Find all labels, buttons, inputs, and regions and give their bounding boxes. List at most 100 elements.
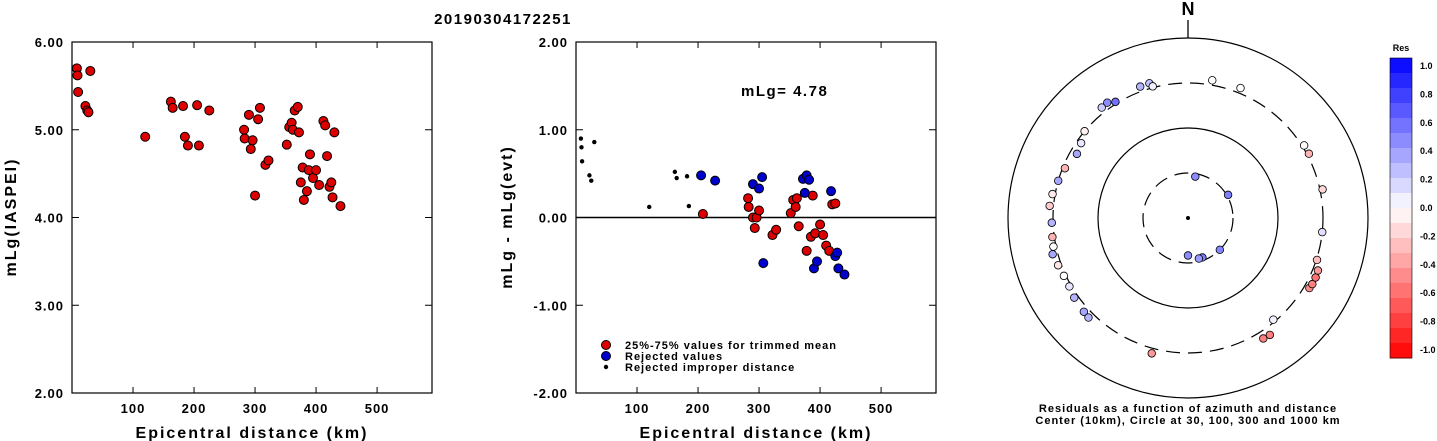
azimuth-point bbox=[1084, 313, 1093, 322]
improper-distance-point bbox=[579, 145, 584, 150]
colorbar-cell bbox=[1390, 118, 1412, 134]
residual-x-label: Epicentral distance (km) bbox=[640, 425, 873, 441]
azimuth-point bbox=[1236, 83, 1245, 93]
colorbar-tick-label: -0.6 bbox=[1420, 288, 1436, 298]
azimuth-point bbox=[1047, 218, 1056, 227]
improper-distance-point bbox=[578, 136, 584, 141]
legend-marker-rejected bbox=[601, 351, 611, 361]
azimuth-point bbox=[1183, 251, 1193, 260]
azimuth-point bbox=[1048, 250, 1057, 259]
rejected-point bbox=[826, 186, 837, 197]
azimuth-point bbox=[1072, 149, 1082, 159]
azimuth-point bbox=[1265, 330, 1275, 340]
trimmed-mean-point bbox=[743, 193, 754, 204]
improper-distance-point bbox=[686, 203, 692, 209]
magnitude-point bbox=[245, 144, 256, 155]
colorbar-cell bbox=[1390, 58, 1412, 74]
azimuth-point bbox=[1304, 149, 1314, 158]
magnitude-x-tick-label: 200 bbox=[182, 401, 207, 416]
improper-distance-point bbox=[647, 204, 652, 210]
magnitude-point bbox=[329, 127, 340, 138]
magnitude-x-tick-label: 100 bbox=[121, 401, 146, 416]
azimuth-point bbox=[1070, 293, 1079, 302]
colorbar-tick-label: -1.0 bbox=[1420, 345, 1436, 355]
magnitude-point bbox=[83, 107, 94, 118]
trimmed-mean-point bbox=[749, 223, 760, 234]
rejected-point bbox=[839, 269, 850, 280]
azimuth-point bbox=[1148, 82, 1157, 91]
azimuth-point bbox=[1147, 349, 1156, 358]
colorbar-cell bbox=[1390, 208, 1412, 224]
magnitude-point bbox=[322, 151, 333, 162]
colorbar-cell bbox=[1390, 268, 1412, 284]
trimmed-mean-point bbox=[815, 219, 826, 230]
azimuth-point bbox=[1048, 189, 1057, 199]
magnitude-point bbox=[304, 149, 315, 160]
colorbar-cell bbox=[1390, 343, 1412, 359]
ring-100km bbox=[1097, 127, 1279, 309]
trimmed-mean-point bbox=[754, 205, 765, 216]
colorbar-tick-label: 0.8 bbox=[1420, 89, 1433, 99]
magnitude-y-tick-label: 6.00 bbox=[35, 35, 64, 50]
colorbar-cell bbox=[1390, 133, 1412, 149]
azimuth-point bbox=[1313, 266, 1323, 275]
azimuth-point bbox=[1223, 190, 1233, 200]
azimuth-point bbox=[1111, 97, 1120, 107]
magnitude-point bbox=[72, 70, 83, 81]
azimuth-point bbox=[1054, 176, 1063, 185]
residual-y-tick-label: 0.00 bbox=[539, 211, 568, 226]
magnitude-point bbox=[320, 120, 331, 131]
magnitude-ticks: 100 200 300 400 500 2.00 3.00 4.00 5.00 6.00 bbox=[35, 35, 432, 416]
trimmed-mean-point bbox=[791, 193, 802, 204]
rejected-point bbox=[832, 247, 843, 258]
colorbar-cell bbox=[1390, 328, 1412, 344]
trimmed-mean-point bbox=[818, 230, 829, 241]
azimuth-panel: N Residuals as a function of azimuth and… bbox=[1007, 0, 1369, 427]
residual-y-tick-label: 1.00 bbox=[539, 123, 568, 138]
magnitude-point bbox=[254, 102, 265, 113]
ring-30km bbox=[1142, 172, 1234, 264]
colorbar-cell bbox=[1390, 253, 1412, 269]
colorbar-cell bbox=[1390, 313, 1412, 329]
legend-marker-improper bbox=[603, 364, 609, 370]
colorbar-cell bbox=[1390, 103, 1412, 119]
residual-y-tick-label: -2.00 bbox=[533, 386, 568, 401]
colorbar-cell bbox=[1390, 298, 1412, 314]
rejected-point bbox=[799, 187, 810, 198]
north-label: N bbox=[1182, 0, 1195, 19]
azimuth-point bbox=[1049, 242, 1058, 251]
magnitude-point bbox=[204, 105, 215, 116]
trimmed-mean-point bbox=[697, 208, 708, 219]
magnitude-point bbox=[247, 135, 258, 146]
residual-x-tick-label: 100 bbox=[625, 401, 650, 416]
magnitude-point bbox=[250, 190, 261, 201]
rejected-point bbox=[812, 256, 823, 267]
magnitude-point bbox=[253, 114, 264, 125]
azimuth-point bbox=[1060, 164, 1070, 173]
residual-x-tick-label: 500 bbox=[869, 401, 894, 416]
colorbar-cell bbox=[1390, 148, 1412, 164]
colorbar-tick-label: 0.6 bbox=[1420, 118, 1433, 128]
magnitude-point bbox=[335, 201, 346, 212]
improper-distance-point bbox=[674, 175, 679, 181]
magnitude-y-tick-label: 2.00 bbox=[35, 386, 64, 401]
legend: 25%-75% values for trimmed mean Rejected… bbox=[601, 340, 836, 374]
residual-points bbox=[578, 136, 850, 280]
rejected-point bbox=[710, 175, 721, 186]
magnitude-x-tick-label: 500 bbox=[365, 401, 390, 416]
magnitude-point bbox=[193, 140, 204, 151]
colorbar-cell bbox=[1390, 73, 1412, 89]
colorbar-title: Res bbox=[1393, 43, 1410, 53]
magnitude-panel: 100 200 300 400 500 2.00 3.00 4.00 5.00 6.00 Epic… bbox=[3, 35, 433, 441]
improper-distance-point bbox=[589, 178, 594, 183]
epicenter-marker bbox=[1186, 216, 1190, 220]
magnitude-point bbox=[85, 65, 96, 76]
rejected-point bbox=[833, 263, 844, 274]
colorbar-tick-label: 1.0 bbox=[1420, 61, 1433, 71]
azimuth-point bbox=[1076, 138, 1086, 148]
azimuth-points bbox=[1045, 76, 1327, 358]
colorbar-cell bbox=[1390, 163, 1412, 179]
rejected-point bbox=[754, 183, 765, 194]
colorbar-tick-label: -0.4 bbox=[1420, 260, 1436, 270]
